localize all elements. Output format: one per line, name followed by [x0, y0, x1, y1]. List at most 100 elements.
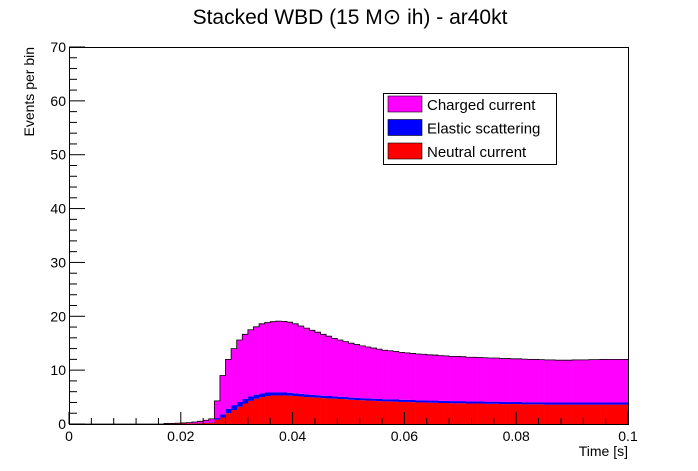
sun-symbol: ⊙	[383, 5, 401, 30]
histogram-bar	[454, 403, 461, 424]
histogram-bar	[471, 357, 478, 402]
legend-swatch	[387, 95, 423, 113]
histogram-bar	[572, 404, 578, 424]
histogram-bar	[259, 393, 265, 398]
histogram-bar	[544, 402, 551, 405]
histogram-bar	[560, 402, 567, 405]
series-elastic-scattering	[191, 392, 629, 424]
histogram-bar	[281, 395, 288, 424]
histogram-bar	[219, 375, 226, 415]
histogram-bar	[583, 402, 590, 405]
histogram-bar	[622, 404, 629, 424]
histogram-bar	[594, 359, 601, 403]
histogram-bar	[437, 355, 444, 401]
histogram-bar	[236, 406, 243, 424]
histogram-bar	[247, 400, 254, 424]
series-neutral-current	[164, 395, 629, 424]
histogram-bar	[499, 404, 506, 424]
histogram-bar	[493, 358, 500, 402]
histogram-bar	[572, 359, 578, 403]
histogram-bar	[432, 355, 439, 401]
chart-title-prefix: Stacked WBD (15 M	[193, 6, 383, 29]
histogram-bar	[577, 402, 584, 405]
histogram-bar	[616, 359, 623, 403]
x-axis-label: Time [s]	[579, 443, 628, 459]
histogram-bar	[270, 321, 277, 393]
histogram-bar	[359, 345, 366, 399]
y-axis-label: Events per bin	[21, 47, 37, 137]
histogram-bar	[219, 417, 226, 424]
histogram-bar	[387, 399, 394, 402]
histogram-bar	[320, 398, 327, 424]
histogram-bar	[409, 402, 416, 424]
histogram-bar	[186, 422, 193, 424]
series-charged-current	[164, 321, 629, 424]
histogram-bar	[303, 328, 310, 395]
histogram-bar	[555, 404, 562, 424]
histogram-bar	[516, 404, 523, 424]
legend-label: Neutral current	[427, 144, 527, 161]
histogram-bar	[421, 400, 428, 403]
histogram-bar	[225, 359, 232, 409]
x-tick-label: 0	[65, 428, 73, 444]
histogram-bar	[409, 400, 416, 403]
histogram-bar	[281, 392, 288, 396]
histogram-bar	[443, 400, 450, 403]
histogram-bar	[359, 400, 366, 424]
histogram-bar	[404, 352, 411, 400]
histogram-bar	[298, 393, 305, 397]
histogram-bar	[583, 359, 590, 403]
histogram-bar	[382, 401, 388, 424]
histogram-bar	[326, 398, 333, 424]
stack-outline	[69, 320, 628, 425]
histogram-bar	[527, 404, 534, 424]
histogram-bar	[225, 413, 232, 424]
histogram-bar	[398, 401, 405, 424]
y-tick-label: 0	[58, 416, 66, 432]
histogram-bar	[270, 395, 277, 424]
histogram-bar	[275, 321, 282, 393]
histogram-bar	[588, 404, 595, 424]
histogram-bar	[477, 401, 483, 404]
histogram-bar	[521, 404, 528, 424]
histogram-bar	[337, 398, 344, 424]
histogram-bar	[404, 399, 411, 402]
histogram-bar	[505, 401, 511, 405]
histogram-bar	[287, 322, 293, 393]
histogram-bar	[426, 402, 433, 424]
histogram-bar	[415, 400, 422, 403]
histogram-bar	[314, 397, 321, 424]
histogram-bar	[426, 354, 433, 401]
histogram-bar	[203, 422, 210, 424]
histogram-bar	[421, 354, 428, 401]
histogram-bar	[437, 400, 444, 403]
histogram-bar	[482, 403, 489, 424]
histogram-bar	[320, 334, 327, 396]
histogram-bar	[231, 405, 237, 410]
histogram-bar	[549, 404, 556, 424]
histogram-bar	[583, 404, 590, 424]
histogram-bar	[488, 403, 495, 424]
histogram-bar	[572, 402, 578, 405]
histogram-bar	[236, 401, 243, 407]
histogram-bar	[370, 400, 377, 424]
histogram-bar	[191, 423, 198, 424]
histogram-bar	[516, 358, 523, 402]
histogram-bar	[588, 359, 595, 403]
histogram-bar	[415, 402, 422, 424]
histogram-bar	[348, 399, 355, 424]
histogram-bar	[331, 338, 338, 397]
x-axis: 0 0.02 0.04 0.06 0.08 0.1	[65, 412, 638, 444]
histogram-bar	[387, 401, 394, 424]
histogram-bar	[454, 356, 461, 402]
histogram-bar	[538, 402, 545, 405]
histogram-bar	[242, 334, 249, 399]
histogram-bar	[465, 357, 472, 402]
histogram-bar	[342, 399, 349, 424]
y-tick-label: 30	[50, 254, 66, 270]
histogram-bar	[303, 394, 310, 398]
histogram-bar	[499, 358, 506, 402]
histogram-bar	[287, 392, 293, 396]
histogram-bar	[611, 359, 618, 403]
histogram-bar	[600, 402, 606, 405]
